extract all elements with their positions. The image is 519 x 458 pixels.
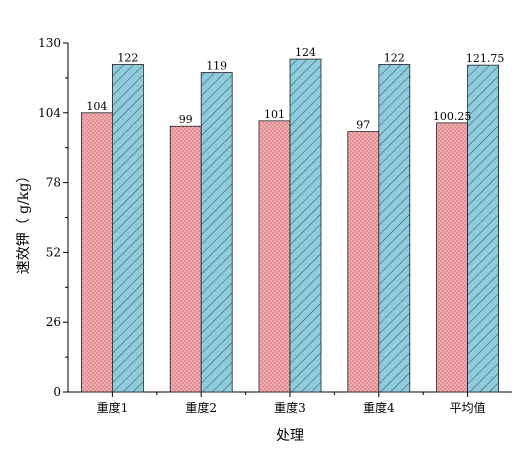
- series-1-bar: [81, 112, 113, 393]
- labels: 0 26 52 78 104 130 104 122 重度1 99 119 重度2 101 124 重度3 9…: [16, 36, 504, 444]
- series-2-data-label: 119: [206, 60, 227, 73]
- series-1-bar: [436, 122, 469, 393]
- series-2-data-label: 122: [384, 51, 405, 64]
- series-2-bar: [378, 64, 411, 393]
- series-1-data-label: 100.25: [433, 110, 472, 123]
- series-2-bar: [112, 64, 144, 393]
- series-2-bar: [467, 64, 500, 393]
- series-1-data-label: 99: [179, 113, 193, 126]
- series-2-bar: [200, 72, 233, 393]
- x-tick-label: 重度1: [97, 400, 129, 415]
- x-tick-label: 重度4: [363, 400, 395, 415]
- series-1-data-label: 104: [86, 100, 107, 113]
- series-1-bar: [169, 125, 202, 393]
- series-1-data-label: 97: [356, 119, 370, 132]
- series-1-bar: [347, 131, 380, 393]
- x-axis-title: 处理: [276, 428, 304, 444]
- y-tick-label: 104: [38, 106, 61, 120]
- series-1-data-label: 101: [264, 108, 285, 121]
- y-tick-label: 0: [53, 385, 61, 399]
- x-tick-label: 重度2: [185, 400, 217, 415]
- x-tick-label: 重度3: [274, 400, 306, 415]
- y-axis-title: 速效钾（ g/kg）: [16, 169, 32, 275]
- y-tick-label: 130: [38, 36, 61, 50]
- y-tick-label: 78: [46, 176, 61, 190]
- series-2-bar: [289, 58, 322, 393]
- series-2-data-label: 124: [295, 46, 316, 59]
- series-2-data-label: 121.75: [466, 52, 505, 65]
- y-tick-label: 26: [46, 315, 61, 329]
- series-2-data-label: 122: [117, 51, 138, 64]
- bars: [81, 58, 500, 393]
- series-1-bar: [258, 120, 291, 393]
- x-tick-label: 平均值: [450, 400, 486, 415]
- y-tick-label: 52: [46, 245, 61, 259]
